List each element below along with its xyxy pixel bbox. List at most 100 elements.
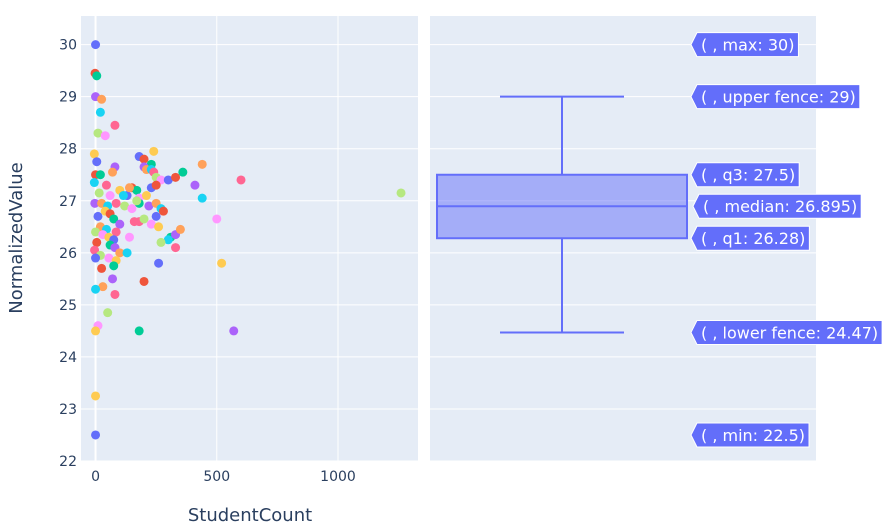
hover-label-text: ( , median: 26.895) [703, 197, 857, 216]
scatter-point[interactable] [151, 180, 161, 190]
scatter-point[interactable] [236, 175, 246, 185]
scatter-point[interactable] [151, 211, 161, 221]
scatter-point[interactable] [103, 308, 113, 318]
scatter-point[interactable] [178, 167, 188, 177]
scatter-point[interactable] [154, 258, 164, 268]
scatter-point[interactable] [171, 243, 181, 253]
scatter-point[interactable] [146, 219, 156, 229]
scatter-point[interactable] [95, 107, 105, 117]
scatter-point[interactable] [91, 227, 101, 237]
scatter-point[interactable] [124, 232, 134, 242]
scatter-point[interactable] [90, 198, 100, 208]
scatter-point[interactable] [93, 211, 103, 221]
scatter-point[interactable] [109, 261, 119, 271]
scatter-point[interactable] [171, 172, 181, 182]
scatter-point[interactable] [90, 245, 100, 255]
scatter-point[interactable] [129, 217, 139, 227]
scatter-point[interactable] [115, 219, 125, 229]
y-tick-label: 29 [59, 90, 77, 106]
scatter-point[interactable] [111, 227, 121, 237]
scatter-point[interactable] [101, 180, 111, 190]
scatter-point[interactable] [91, 40, 101, 50]
scatter-point[interactable] [108, 167, 118, 177]
scatter-point[interactable] [108, 274, 118, 284]
scatter-point[interactable] [127, 204, 137, 214]
scatter-point[interactable] [98, 282, 108, 292]
scatter-point[interactable] [132, 185, 142, 195]
scatter-point[interactable] [104, 253, 114, 263]
scatter-point[interactable] [163, 235, 173, 245]
scatter-point[interactable] [134, 326, 144, 336]
scatter-point[interactable] [120, 201, 130, 211]
x-axis-title: StudentCount [188, 505, 312, 526]
y-tick-label: 22 [59, 454, 77, 470]
scatter-point[interactable] [100, 131, 110, 141]
hover-label-text: ( , q1: 26.28) [701, 229, 805, 248]
scatter-point[interactable] [118, 191, 128, 201]
scatter-point[interactable] [109, 214, 119, 224]
scatter-point[interactable] [149, 146, 159, 156]
scatter-point[interactable] [144, 201, 154, 211]
y-tick-label: 30 [59, 38, 77, 54]
scatter-point[interactable] [92, 71, 102, 81]
scatter-point[interactable] [154, 222, 164, 232]
x-tick-label: 1000 [320, 469, 356, 485]
scatter-plot-background [81, 16, 418, 461]
scatter-point[interactable] [197, 193, 207, 203]
scatter-point[interactable] [139, 154, 149, 164]
y-tick-label: 23 [59, 402, 77, 418]
hover-label-box [690, 84, 861, 110]
scatter-point[interactable] [139, 276, 149, 286]
hover-label-text: ( , max: 30) [701, 36, 794, 55]
scatter-point[interactable] [158, 206, 168, 216]
box-gridlines [430, 44, 816, 462]
box-plot-trace[interactable] [436, 95, 688, 334]
box-hover-labels: ( , max: 30) ( , upper fence: 29) ( , q3: … [690, 32, 883, 448]
x-tick-label: 500 [203, 469, 230, 485]
scatter-point[interactable] [105, 191, 115, 201]
scatter-point[interactable] [92, 157, 102, 167]
scatter-point[interactable] [92, 237, 102, 247]
box-subplot: ( , max: 30) ( , upper fence: 29) ( , q3: … [430, 16, 883, 462]
scatter-point[interactable] [110, 289, 120, 299]
scatter-point[interactable] [396, 188, 406, 198]
scatter-point[interactable] [190, 180, 200, 190]
hover-label-text: ( , upper fence: 29) [701, 88, 856, 107]
scatter-point[interactable] [94, 188, 104, 198]
scatter-point[interactable] [197, 159, 207, 169]
scatter-points[interactable] [89, 40, 406, 440]
scatter-point[interactable] [89, 149, 99, 159]
scatter-point[interactable] [91, 253, 101, 263]
scatter-point[interactable] [139, 214, 149, 224]
y-tick-label: 26 [59, 246, 77, 262]
scatter-point[interactable] [156, 237, 166, 247]
hover-label-box [690, 225, 810, 251]
scatter-point[interactable] [124, 183, 134, 193]
scatter-point[interactable] [91, 430, 101, 440]
scatter-point[interactable] [132, 196, 142, 206]
scatter-point[interactable] [175, 224, 185, 234]
y-tick-label: 24 [59, 350, 77, 366]
scatter-point[interactable] [122, 248, 132, 258]
scatter-point[interactable] [91, 391, 101, 401]
y-tick-label: 25 [59, 298, 77, 314]
scatter-point[interactable] [229, 326, 239, 336]
scatter-point[interactable] [93, 128, 103, 138]
scatter-point[interactable] [163, 175, 173, 185]
scatter-point[interactable] [141, 191, 151, 201]
hover-label-box [690, 162, 800, 188]
hover-label-text: ( , q3: 27.5) [701, 166, 795, 185]
x-tick-label: 0 [91, 469, 100, 485]
scatter-point[interactable] [115, 248, 125, 258]
scatter-point[interactable] [91, 326, 101, 336]
scatter-point[interactable] [97, 263, 107, 273]
scatter-point[interactable] [212, 214, 222, 224]
scatter-point[interactable] [110, 120, 120, 130]
scatter-point[interactable] [89, 178, 99, 188]
hover-label-min: ( , min: 22.5) [690, 422, 810, 448]
scatter-point[interactable] [97, 94, 107, 104]
scatter-point[interactable] [91, 284, 101, 294]
scatter-point[interactable] [95, 170, 105, 180]
scatter-point[interactable] [111, 198, 121, 208]
scatter-point[interactable] [217, 258, 227, 268]
